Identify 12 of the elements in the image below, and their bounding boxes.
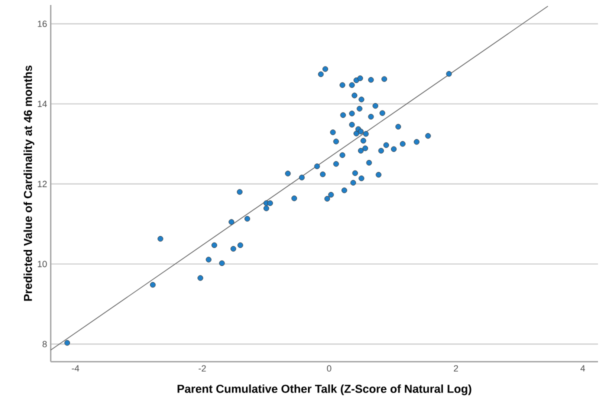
y-tick-label: 8	[42, 340, 47, 348]
y-tick-label: 14	[38, 100, 47, 107]
x-tick-label: 0	[326, 365, 332, 372]
x-tick-label: 4	[580, 365, 586, 372]
y-tick-label: 16	[38, 20, 47, 28]
y-axis-title: Predicted Value of Cardinality at 46 months	[24, 66, 34, 301]
x-tick-label: 2	[454, 365, 458, 372]
x-axis-title: Parent Cumulative Other Talk (Z-Score of Natural Log)	[178, 384, 472, 396]
y-tick-label: 10	[38, 260, 47, 268]
x-tick-label: -4	[72, 365, 80, 372]
y-tick-label: 12	[38, 180, 47, 188]
x-tick-label: -2	[198, 365, 206, 372]
